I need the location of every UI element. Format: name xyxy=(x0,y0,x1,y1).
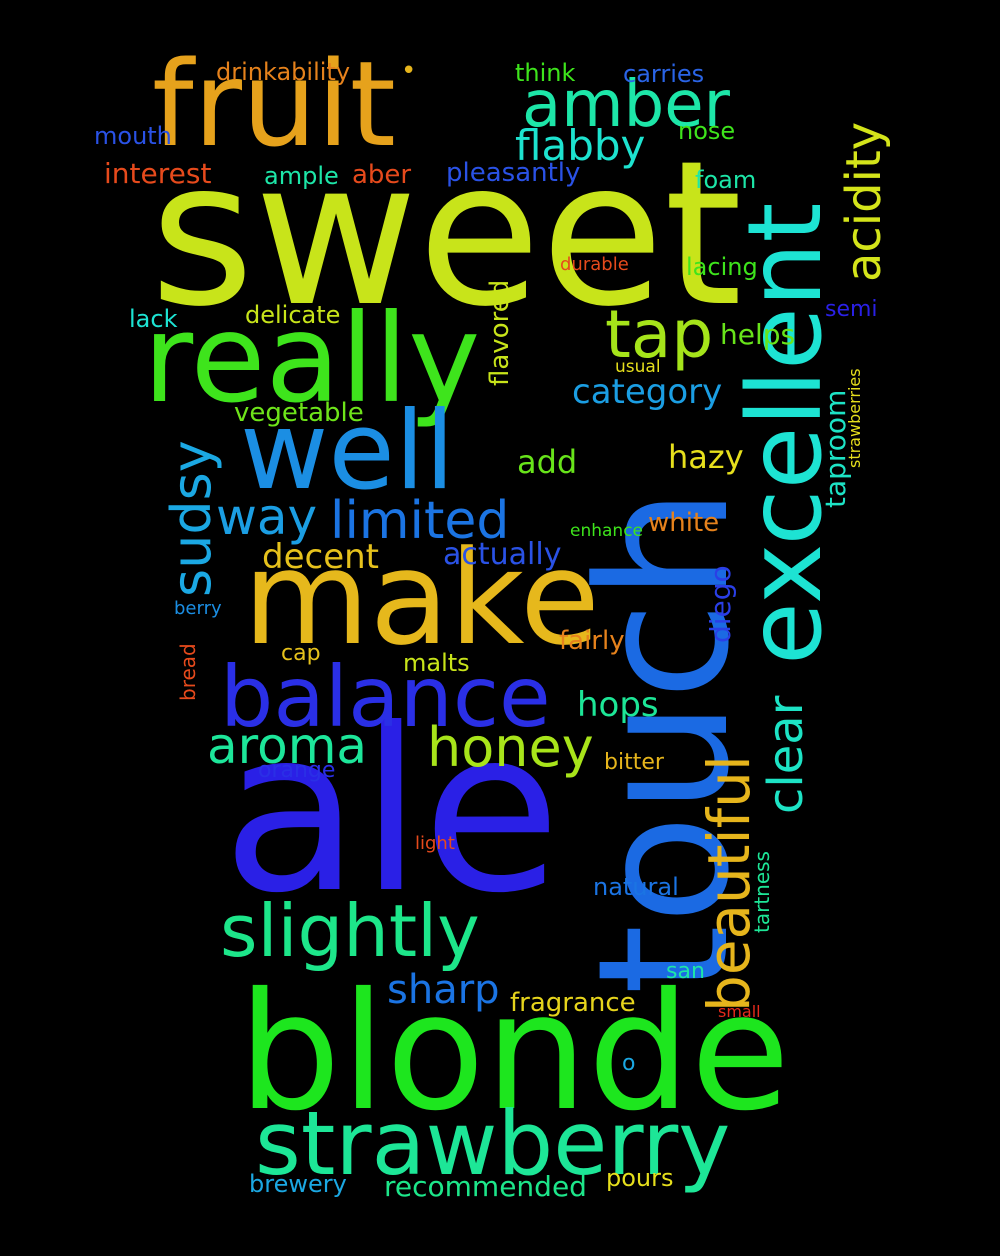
word-san: san xyxy=(666,959,705,984)
word-mouth: mouth xyxy=(94,122,172,150)
word-lack: lack xyxy=(129,305,178,333)
word-hazy: hazy xyxy=(668,438,744,476)
word-white: white xyxy=(648,508,720,538)
word-interest: interest xyxy=(104,157,212,190)
word-honey: honey xyxy=(427,716,594,779)
word-acidity: acidity xyxy=(836,121,892,282)
word-category: category xyxy=(572,372,723,412)
word-fairly: fairly xyxy=(559,626,625,656)
word-cap: cap xyxy=(281,641,321,666)
word-lacing: lacing xyxy=(686,253,758,281)
word-ale: ale xyxy=(222,681,561,943)
word-blonde: blonde xyxy=(238,959,791,1147)
word-malts: malts xyxy=(403,649,470,677)
word-aroma: aroma xyxy=(207,717,368,775)
word-pours: pours xyxy=(606,1164,674,1192)
word-tartness: tartness xyxy=(750,851,774,933)
word-foam: foam xyxy=(695,166,757,194)
word-orange: orange xyxy=(258,758,336,783)
word-sharp: sharp xyxy=(387,967,500,1013)
word-berry: berry xyxy=(174,598,222,619)
word-slightly: slightly xyxy=(220,889,480,973)
word-vegetable: vegetable xyxy=(234,398,364,428)
word-carries: carries xyxy=(623,60,705,88)
word-recommended: recommended xyxy=(384,1170,587,1203)
word-way: way xyxy=(216,488,318,546)
word-make: make xyxy=(243,522,600,674)
word-clear: clear xyxy=(758,695,814,814)
word-strawberry: strawberry xyxy=(255,1092,731,1195)
word-delicate: delicate xyxy=(245,301,341,329)
word-natural: natural xyxy=(593,873,679,901)
word-aber: aber xyxy=(352,160,412,190)
word-sweet: sweet xyxy=(150,118,743,351)
word-bread: bread xyxy=(176,643,200,701)
word-diego: diego xyxy=(704,565,737,643)
word-brewery: brewery xyxy=(249,1170,347,1198)
word-durable: durable xyxy=(560,254,629,275)
word-small: small xyxy=(718,1002,761,1021)
word-flavored: flavored xyxy=(485,279,515,386)
word-actually: actually xyxy=(443,537,562,572)
word-ample: ample xyxy=(264,162,339,190)
word-light: light xyxy=(415,833,455,854)
word-decent: decent xyxy=(262,537,379,577)
word-pleasantly: pleasantly xyxy=(446,158,581,188)
word-flabby: flabby xyxy=(515,121,646,170)
word-well: well xyxy=(240,389,455,514)
word-fragrance: fragrance xyxy=(510,988,636,1018)
word-really: really xyxy=(143,288,481,430)
word-sudsy: sudsy xyxy=(160,440,223,597)
word-nose: nose xyxy=(678,117,736,145)
word-fruit: fruit xyxy=(152,35,396,173)
word-enhance: enhance xyxy=(570,521,644,541)
word-think: think xyxy=(515,59,576,87)
word-balance: balance xyxy=(220,648,551,746)
word-strawberries: strawberries xyxy=(845,368,864,468)
word-dot: • xyxy=(401,56,417,86)
word-drinkability: drinkability xyxy=(216,58,351,86)
word-usual: usual xyxy=(615,357,661,377)
word-amber: amber xyxy=(522,68,730,142)
word-bitter: bitter xyxy=(604,750,664,775)
word-add: add xyxy=(517,443,578,481)
word-o: o xyxy=(622,1051,636,1076)
word-tap: tap xyxy=(605,296,714,373)
word-semi: semi xyxy=(825,297,878,322)
word-helps: helps xyxy=(720,318,796,351)
word-hops: hops xyxy=(577,685,659,725)
word-limited: limited xyxy=(330,491,510,551)
